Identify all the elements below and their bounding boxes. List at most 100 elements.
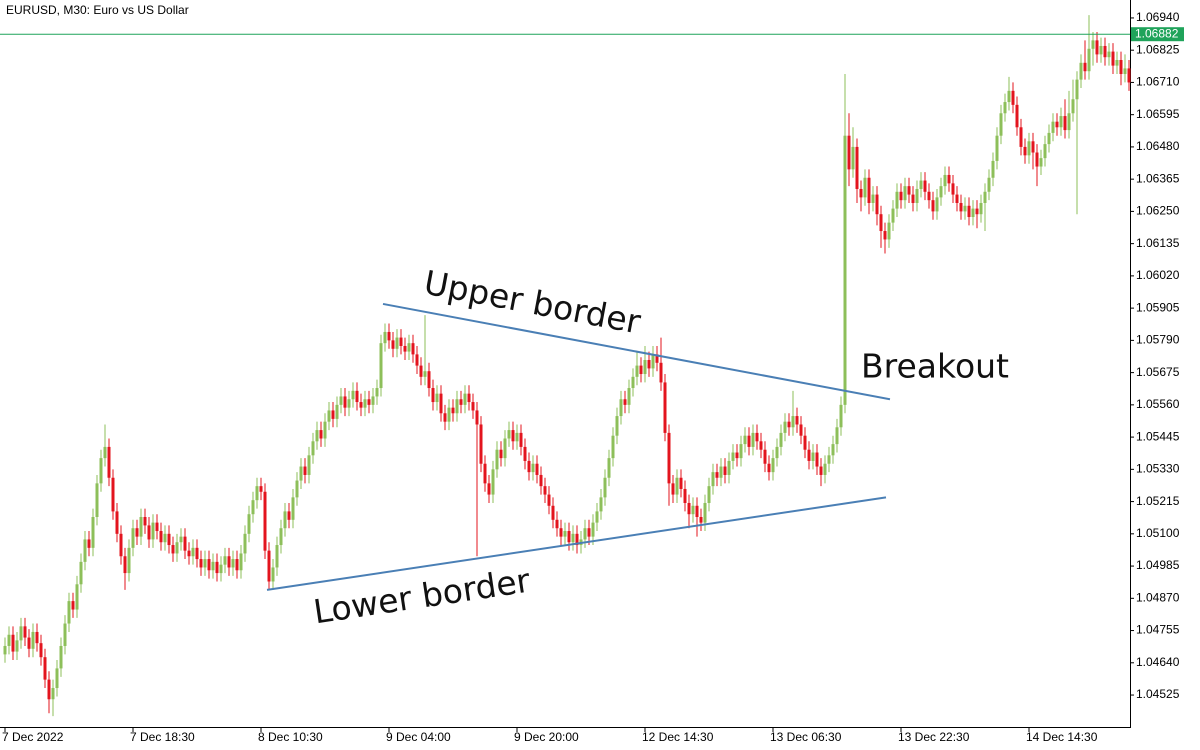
candle-body — [959, 202, 963, 212]
x-tick-label: 7 Dec 18:30 — [130, 730, 195, 744]
candle-body — [755, 432, 759, 442]
x-tick-label: 7 Dec 2022 — [2, 730, 64, 744]
candle-body — [39, 643, 43, 658]
candle-body — [95, 483, 99, 518]
candle-body — [539, 474, 543, 487]
candle-body — [127, 547, 131, 574]
candle-body — [135, 528, 139, 537]
candle-body — [387, 331, 391, 341]
candle-body — [255, 486, 259, 501]
candle-body — [439, 393, 443, 414]
candle-body — [991, 160, 995, 178]
candle-body — [1015, 104, 1019, 128]
candle-body — [55, 668, 59, 689]
candle-body — [235, 559, 239, 571]
x-tick-label: 9 Dec 20:00 — [514, 730, 579, 744]
candle-body — [907, 186, 911, 195]
candle-body — [167, 533, 171, 546]
candle-body — [75, 584, 79, 610]
y-tick-label: 1.05445 — [1136, 429, 1180, 443]
candle-body — [983, 191, 987, 203]
candle-body — [691, 505, 695, 515]
candle-body — [1035, 152, 1039, 167]
candle-body — [695, 505, 699, 518]
candle-body — [871, 194, 875, 203]
candle-body — [343, 396, 347, 408]
candle-body — [1107, 51, 1111, 58]
candle-body — [147, 525, 151, 540]
candle-body — [443, 413, 447, 422]
y-tick-label: 1.05100 — [1136, 526, 1180, 540]
candle-body — [1043, 144, 1047, 159]
candle-body — [63, 623, 67, 646]
candle-body — [1087, 48, 1091, 72]
candle-body — [395, 337, 399, 349]
y-tick-label: 1.04755 — [1136, 623, 1180, 637]
candle-body — [91, 517, 95, 548]
candle-body — [207, 559, 211, 571]
candle-body — [3, 645, 7, 655]
candle-body — [787, 421, 791, 428]
candle-body — [347, 399, 351, 408]
candle-body — [151, 522, 155, 540]
candle-body — [123, 556, 127, 574]
candle-body — [115, 511, 119, 534]
candle-body — [799, 424, 803, 436]
candle-body — [715, 472, 719, 478]
candle-body — [307, 455, 311, 475]
candle-body — [99, 458, 103, 484]
candle-body — [927, 191, 931, 201]
candle-body — [319, 430, 323, 439]
candle-body — [623, 399, 627, 405]
candle-body — [519, 432, 523, 447]
candle-body — [923, 180, 927, 192]
candle-body — [535, 463, 539, 475]
candle-body — [1103, 45, 1107, 58]
candle-body — [1115, 59, 1119, 66]
candle-body — [111, 477, 115, 512]
candle-body — [171, 545, 175, 554]
candle-body — [1019, 127, 1023, 147]
candle-body — [943, 174, 947, 187]
candle-body — [419, 365, 423, 377]
candle-body — [1055, 121, 1059, 128]
y-tick-label: 1.05215 — [1136, 494, 1180, 508]
candle-body — [911, 194, 915, 203]
candle-body — [143, 517, 147, 526]
candle-body — [611, 435, 615, 459]
candle-body — [651, 354, 655, 369]
candle-body — [935, 197, 939, 212]
candle-body — [491, 469, 495, 495]
candle-body — [635, 365, 639, 377]
candle-body — [351, 390, 355, 400]
candle-body — [463, 393, 467, 405]
candle-body — [475, 410, 479, 425]
candle-body — [315, 430, 319, 442]
candle-body — [731, 452, 735, 461]
candle-body — [775, 446, 779, 459]
candle-body — [51, 688, 55, 700]
candle-body — [411, 343, 415, 355]
candle-body — [1079, 62, 1083, 80]
candle-body — [263, 491, 267, 551]
candle-body — [607, 458, 611, 478]
candle-body — [839, 404, 843, 428]
candle-body — [339, 396, 343, 405]
candle-body — [919, 180, 923, 189]
candle-body — [747, 435, 751, 447]
candle-body — [563, 531, 567, 537]
y-tick-label: 1.06825 — [1136, 42, 1180, 56]
candle-body — [479, 424, 483, 464]
y-tick-label: 1.05330 — [1136, 462, 1180, 476]
candle-body — [199, 559, 203, 568]
y-tick-label: 1.06250 — [1136, 204, 1180, 218]
candle-body — [367, 399, 371, 405]
candle-body — [867, 177, 871, 203]
candle-body — [403, 345, 407, 352]
candle-body — [855, 146, 859, 189]
candle-body — [471, 402, 475, 411]
candle-body — [899, 191, 903, 201]
candle-body — [1031, 141, 1035, 153]
candle-body — [1003, 102, 1007, 114]
candle-body — [567, 531, 571, 543]
